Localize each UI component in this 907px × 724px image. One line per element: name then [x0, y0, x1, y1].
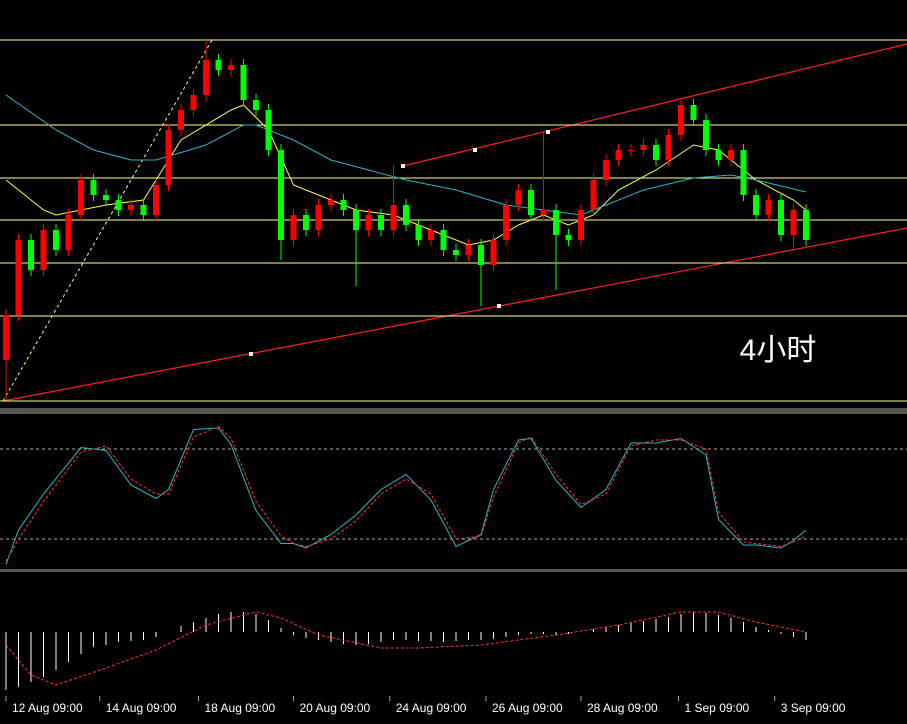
candle-body: [203, 60, 209, 95]
candle-body: [603, 160, 609, 180]
candle-body: [215, 60, 222, 70]
channel-lower: [2, 227, 907, 402]
candle-body: [165, 130, 172, 185]
candle-body: [615, 150, 622, 160]
candle-body: [578, 210, 584, 240]
candle-body: [553, 210, 559, 235]
indicator-line: [5, 425, 807, 562]
candle-body: [415, 225, 422, 240]
candle-body: [653, 145, 659, 160]
x-tick-label: 20 Aug 09:00: [300, 701, 371, 715]
panel-separator: [0, 569, 907, 572]
candle-body: [128, 205, 134, 210]
candle-body: [540, 210, 547, 215]
candle-body: [678, 105, 684, 135]
candle-body: [40, 230, 47, 270]
timeframe-label: 4小时: [740, 334, 817, 367]
candle-body: [740, 150, 747, 195]
candle-body: [690, 105, 697, 120]
x-tick-label: 28 Aug 09:00: [587, 701, 658, 715]
x-tick-label: 18 Aug 09:00: [205, 701, 276, 715]
candle-body: [253, 100, 259, 110]
candle-body: [528, 190, 534, 215]
candle-body: [278, 150, 284, 240]
candle-body: [240, 65, 247, 100]
anchor-point: [249, 352, 253, 356]
candle-body: [440, 230, 447, 250]
panel-separator: [0, 408, 907, 414]
indicator-line: [5, 611, 807, 686]
candle-body: [190, 95, 197, 110]
x-tick-label: 24 Aug 09:00: [396, 701, 467, 715]
candle-body: [178, 110, 184, 130]
x-tick-label: 12 Aug 09:00: [12, 701, 83, 715]
candle-body: [340, 200, 347, 210]
candle-body: [665, 135, 672, 160]
candle-body: [90, 180, 97, 195]
anchor-point: [546, 130, 550, 134]
candle-body: [353, 210, 359, 230]
indicator-line: [5, 427, 807, 565]
candle-body: [490, 240, 497, 265]
anchor-point: [497, 304, 501, 308]
candle-body: [265, 110, 272, 150]
candle-body: [590, 180, 597, 210]
candle-body: [478, 245, 484, 265]
anchor-point: [473, 148, 477, 152]
candle-body: [153, 185, 159, 215]
candle-body: [140, 205, 147, 215]
candle-body: [315, 205, 322, 230]
candle-body: [453, 250, 459, 255]
candle-body: [303, 215, 309, 230]
candle-body: [428, 230, 434, 240]
candle-body: [290, 215, 297, 240]
candle-body: [465, 245, 472, 255]
x-tick-label: 14 Aug 09:00: [106, 701, 177, 715]
x-tick-label: 1 Sep 09:00: [685, 701, 750, 715]
candle-body: [565, 235, 572, 240]
candle-body: [628, 150, 634, 151]
candle-body: [753, 195, 759, 215]
candle-body: [78, 180, 84, 215]
anchor-point: [401, 164, 405, 168]
candle-body: [803, 210, 809, 240]
candle-body: [515, 190, 522, 205]
candle-body: [53, 230, 59, 250]
candle-body: [3, 315, 9, 360]
candle-body: [703, 120, 709, 150]
trend-lines: [2, 39, 907, 402]
candle-body: [778, 200, 784, 235]
candle-body: [328, 200, 334, 205]
x-tick-label: 26 Aug 09:00: [492, 701, 563, 715]
candle-body: [403, 205, 409, 225]
candle-body: [65, 215, 72, 250]
candle-body: [115, 200, 122, 210]
candle-body: [228, 65, 234, 70]
indicator-line: [5, 94, 807, 216]
candle-body: [390, 205, 397, 230]
candle-body: [503, 205, 509, 240]
candle-body: [15, 240, 22, 315]
channel-upper: [402, 43, 907, 167]
candle-body: [365, 215, 372, 230]
candle-body: [28, 240, 34, 270]
candle-body: [103, 195, 109, 200]
candle-body: [728, 150, 734, 160]
candle-body: [715, 150, 722, 160]
x-tick-label: 3 Sep 09:00: [781, 701, 846, 715]
candle-body: [790, 210, 797, 235]
candle-body: [378, 215, 384, 230]
candle-body: [765, 200, 772, 215]
candle-body: [640, 145, 647, 150]
